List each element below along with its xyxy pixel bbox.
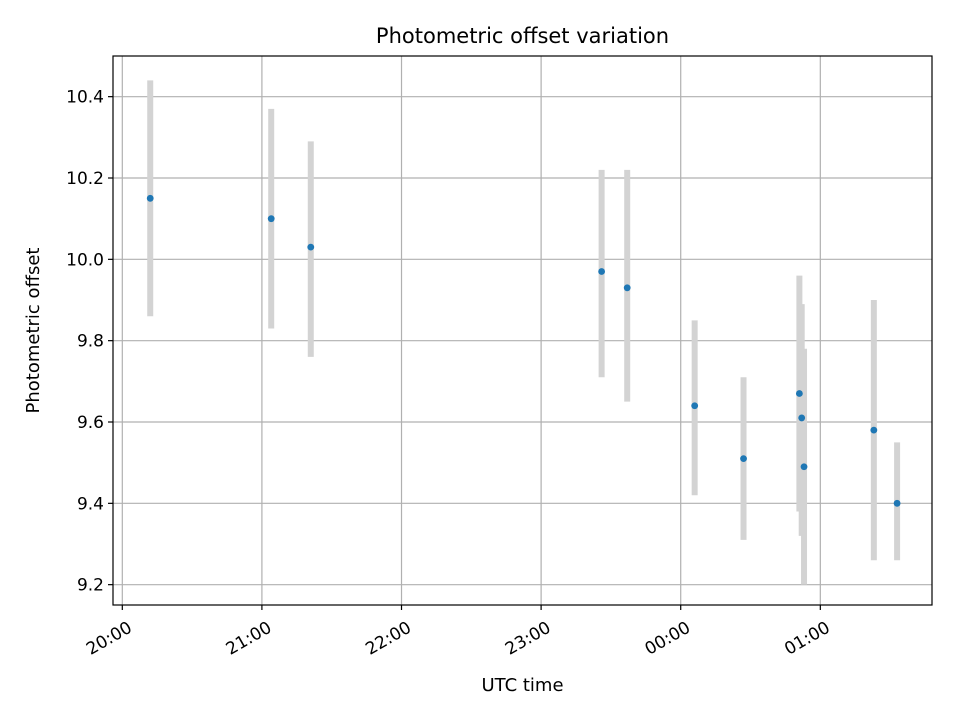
data-point — [598, 268, 606, 275]
x-axis-label: UTC time — [481, 675, 563, 696]
data-point — [800, 463, 808, 471]
data-point — [798, 414, 806, 422]
data-point — [740, 455, 747, 462]
y-tick-label: 10.2 — [66, 169, 104, 189]
y-tick-label: 9.6 — [77, 413, 104, 433]
grid — [113, 56, 932, 605]
data-points — [146, 194, 901, 507]
data-point — [623, 284, 631, 292]
chart-title: Photometric offset variation — [376, 24, 669, 48]
plot-frame — [112, 55, 933, 606]
y-axis: 9.2 9.4 9.6 9.8 10.0 10.2 10.4 — [66, 88, 113, 596]
y-axis-label: Photometric offset — [23, 248, 44, 414]
y-tick-label: 9.4 — [77, 494, 104, 514]
y-tick-label: 9.2 — [77, 576, 104, 596]
y-tick-label: 9.8 — [77, 332, 104, 352]
data-point — [146, 194, 154, 202]
data-point — [691, 402, 699, 410]
data-point — [893, 499, 901, 507]
y-tick-label: 10.0 — [66, 250, 104, 270]
data-point — [267, 215, 275, 223]
data-point — [795, 390, 803, 397]
y-tick-label: 10.4 — [66, 88, 104, 108]
data-point — [307, 243, 315, 251]
data-point — [870, 426, 878, 434]
